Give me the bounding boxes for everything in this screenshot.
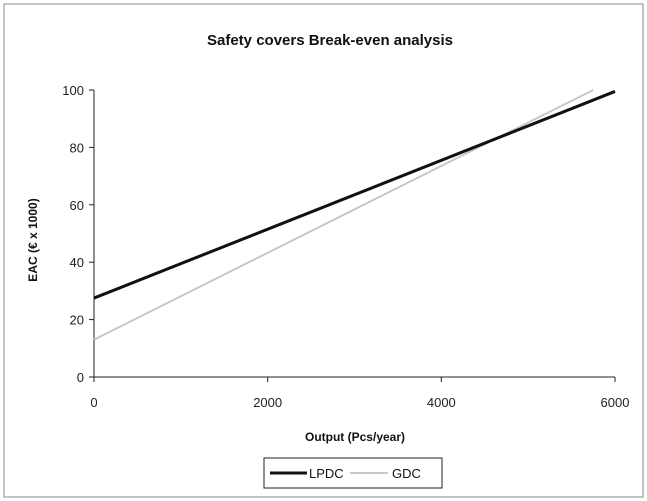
y-tick-label: 0: [77, 370, 84, 385]
x-tick-label: 6000: [601, 395, 630, 410]
y-axis-label: EAC (€ x 1000): [26, 198, 40, 281]
y-tick-label: 80: [70, 140, 84, 155]
x-ticks: 0 2000 4000 6000: [90, 377, 629, 410]
x-tick-label: 2000: [253, 395, 282, 410]
x-axis-label: Output (Pcs/year): [305, 430, 405, 444]
x-tick-label: 4000: [427, 395, 456, 410]
series-line-lpdc: [93, 90, 616, 300]
y-tick-label: 60: [70, 198, 84, 213]
chart-frame: [3, 3, 644, 498]
legend-label-gdc: GDC: [392, 466, 421, 481]
y-tick-label: 40: [70, 255, 84, 270]
y-tick-label: 100: [62, 83, 84, 98]
legend: LPDC GDC: [263, 457, 443, 489]
y-ticks: 0 20 40 60 80 100: [62, 83, 94, 385]
chart-title: Safety covers Break-even analysis: [207, 32, 453, 49]
x-tick-label: 0: [90, 395, 97, 410]
series-group: [93, 89, 616, 341]
legend-label-lpdc: LPDC: [309, 466, 344, 481]
y-tick-label: 20: [70, 313, 84, 328]
